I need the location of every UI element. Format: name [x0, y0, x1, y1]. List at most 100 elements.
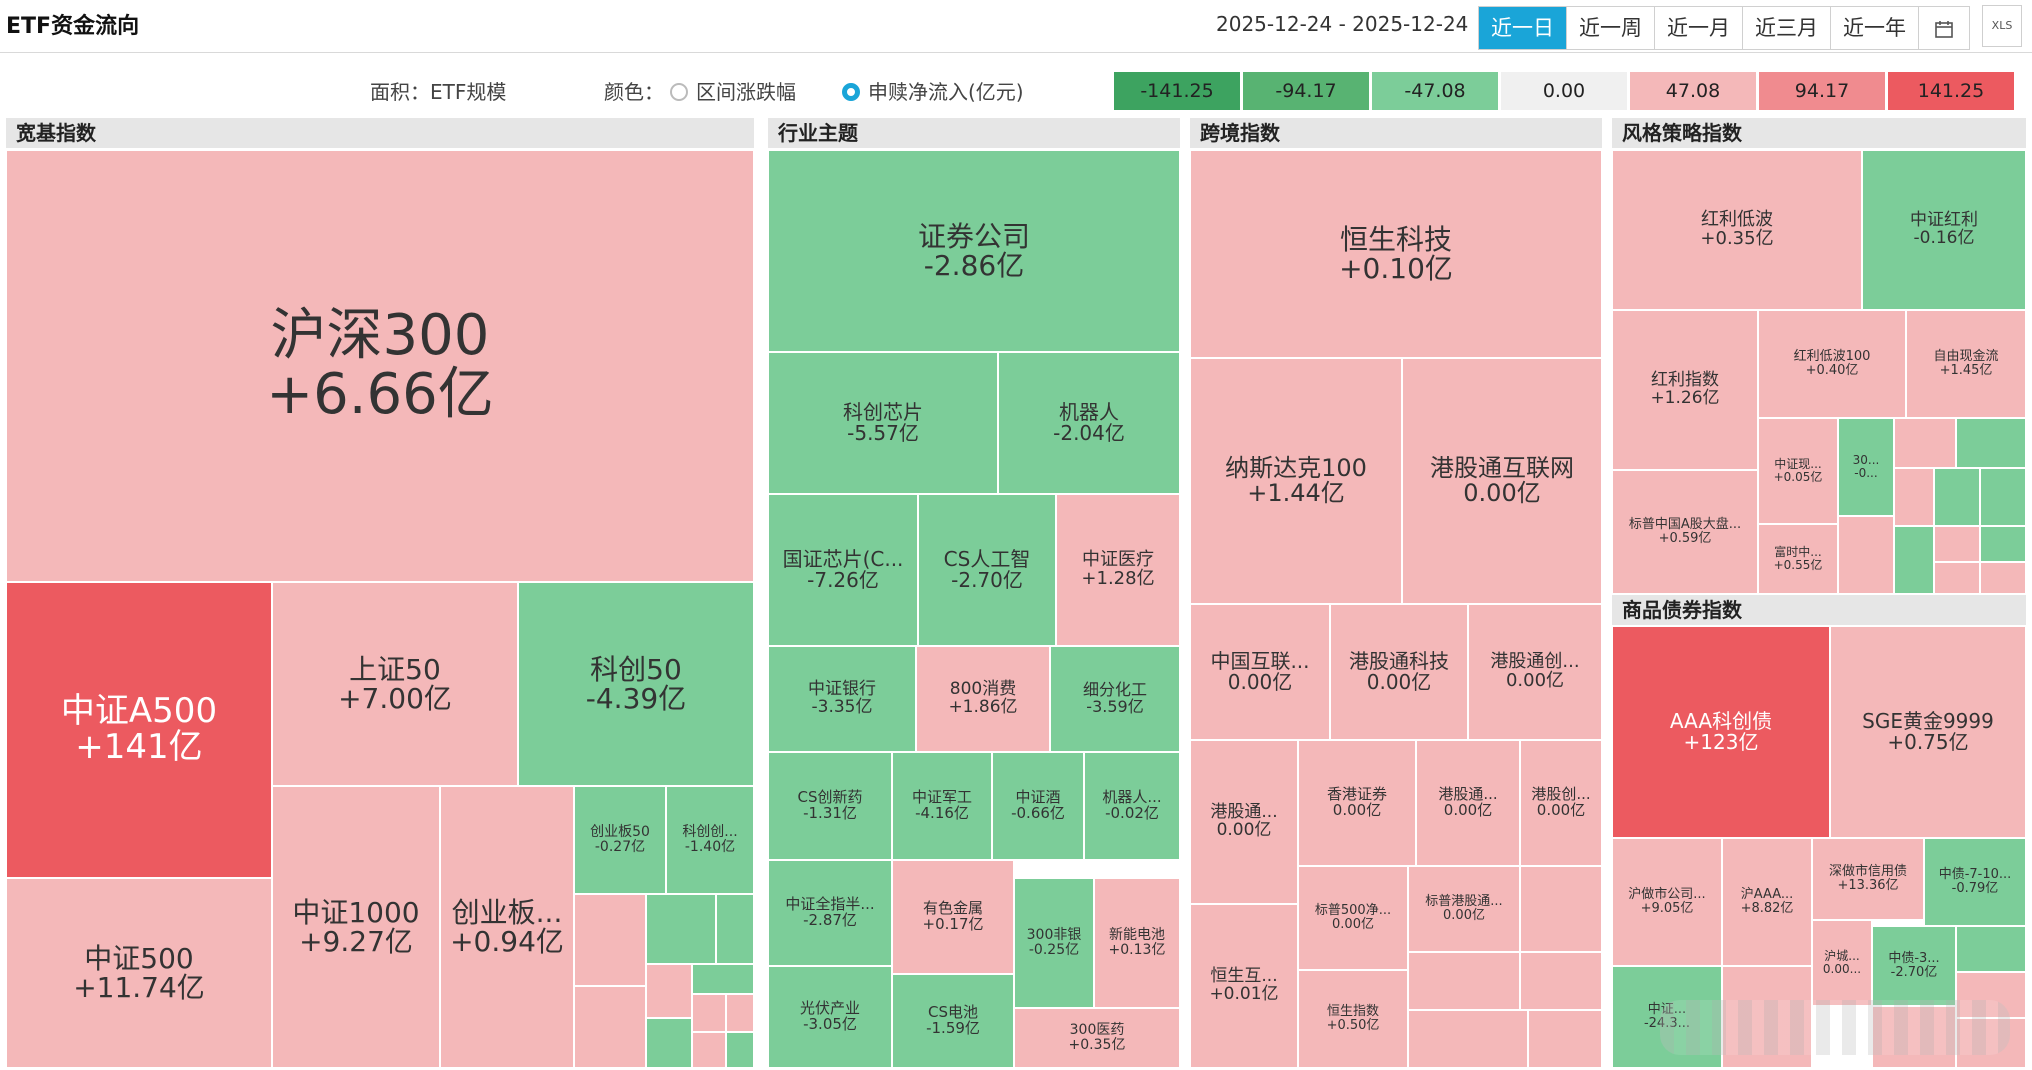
treemap-tile[interactable]: 800消费 +1.86亿	[916, 646, 1050, 752]
treemap-tile[interactable]: CS创新药 -1.31亿	[768, 752, 892, 860]
treemap-tile[interactable]	[1956, 1018, 2026, 1068]
treemap-tile[interactable]: 沪城... 0.00...	[1812, 920, 1872, 1006]
treemap-tile[interactable]: 自由现金流 +1.45亿	[1906, 310, 2026, 418]
treemap-tile[interactable]	[692, 994, 726, 1032]
treemap-tile[interactable]	[646, 1018, 692, 1068]
tab-3m[interactable]: 近三月	[1743, 7, 1831, 49]
treemap-tile[interactable]	[1872, 1006, 1956, 1068]
tab-1y[interactable]: 近一年	[1831, 7, 1919, 49]
treemap-tile[interactable]: 港股通... 0.00亿	[1190, 740, 1298, 904]
treemap-tile[interactable]: 30... -0...	[1838, 418, 1894, 516]
treemap-tile[interactable]	[1838, 516, 1894, 594]
treemap-tile[interactable]: CS电池 -1.59亿	[892, 974, 1014, 1068]
treemap-tile[interactable]: 港股通科技 0.00亿	[1330, 604, 1468, 740]
treemap-tile[interactable]: 300非银 -0.25亿	[1014, 878, 1094, 1008]
treemap-tile[interactable]: 沪深300 +6.66亿	[6, 150, 754, 582]
treemap-tile[interactable]	[1520, 866, 1602, 952]
treemap-tile[interactable]	[1980, 468, 2026, 526]
treemap-tile[interactable]: 300医药 +0.35亿	[1014, 1008, 1180, 1068]
treemap-tile[interactable]: 中证军工 -4.16亿	[892, 752, 992, 860]
treemap-tile[interactable]: 红利低波 +0.35亿	[1612, 150, 1862, 310]
treemap-tile[interactable]: 港股通... 0.00亿	[1416, 740, 1520, 866]
treemap-tile[interactable]	[692, 964, 754, 994]
treemap-tile[interactable]: 中证...-24.3...	[1612, 966, 1722, 1068]
treemap-tile[interactable]	[692, 1032, 726, 1068]
treemap-tile[interactable]	[646, 894, 716, 964]
xls-export-button[interactable]: XLS	[1982, 5, 2022, 47]
radio-net-flow[interactable]: 申赎净流入(亿元)	[842, 72, 1024, 112]
treemap-tile[interactable]: 中证500 +11.74亿	[6, 878, 272, 1068]
treemap-tile[interactable]: 科创50 -4.39亿	[518, 582, 754, 786]
treemap-tile[interactable]: 香港证券 0.00亿	[1298, 740, 1416, 866]
treemap-tile[interactable]	[716, 894, 754, 964]
treemap-tile[interactable]	[574, 986, 646, 1068]
treemap-tile[interactable]: 标普中国A股大盘... +0.59亿	[1612, 470, 1758, 594]
treemap-tile[interactable]: 光伏产业 -3.05亿	[768, 966, 892, 1068]
treemap-tile[interactable]: 有色金属 +0.17亿	[892, 860, 1014, 974]
treemap-tile[interactable]	[1934, 562, 1980, 594]
treemap-tile[interactable]: 恒生互... +0.01亿	[1190, 904, 1298, 1068]
treemap-tile[interactable]: 中证现... +0.05亿	[1758, 418, 1838, 524]
treemap-tile[interactable]: 港股创... 0.00亿	[1520, 740, 1602, 866]
treemap-tile[interactable]	[1934, 526, 1980, 562]
treemap-tile[interactable]: 标普500净... 0.00亿	[1298, 866, 1408, 970]
treemap-tile[interactable]	[1520, 952, 1602, 1010]
treemap-tile[interactable]: 红利低波100 +0.40亿	[1758, 310, 1906, 418]
treemap-tile[interactable]: 红利指数 +1.26亿	[1612, 310, 1758, 470]
treemap-tile[interactable]	[1408, 952, 1520, 1010]
treemap-tile[interactable]: 上证50 +7.00亿	[272, 582, 518, 786]
treemap-tile[interactable]: 深做市信用债 +13.36亿	[1812, 838, 1924, 920]
treemap-tile[interactable]: 沪AAA... +8.82亿	[1722, 838, 1812, 966]
treemap-tile[interactable]	[1528, 1010, 1602, 1068]
treemap-tile[interactable]: 科创创... -1.40亿	[666, 786, 754, 894]
treemap-tile[interactable]: CS人工智 -2.70亿	[918, 494, 1056, 646]
treemap-tile[interactable]: 港股通创... 0.00亿	[1468, 604, 1602, 740]
treemap-tile[interactable]: 中证酒 -0.66亿	[992, 752, 1084, 860]
treemap-tile[interactable]: AAA科创债 +123亿	[1612, 626, 1830, 838]
treemap-tile[interactable]: 机器人... -0.02亿	[1084, 752, 1180, 860]
tab-1m[interactable]: 近一月	[1655, 7, 1743, 49]
treemap-tile[interactable]: 标普港股通... 0.00亿	[1408, 866, 1520, 952]
treemap-tile[interactable]: 创业板... +0.94亿	[440, 786, 574, 1068]
treemap-tile[interactable]: 机器人 -2.04亿	[998, 352, 1180, 494]
treemap-tile[interactable]	[1956, 972, 2026, 1018]
treemap-tile[interactable]: 中债-7-10... -0.79亿	[1924, 838, 2026, 926]
treemap-tile[interactable]	[1894, 418, 1956, 468]
radio-price-change[interactable]: 区间涨跌幅	[670, 72, 796, 112]
treemap-tile[interactable]	[1980, 562, 2026, 594]
treemap-tile[interactable]: 新能电池 +0.13亿	[1094, 878, 1180, 1008]
treemap-tile[interactable]	[1722, 966, 1812, 1068]
treemap-tile[interactable]: 国证芯片(C... -7.26亿	[768, 494, 918, 646]
treemap-tile[interactable]: 中证A500 +141亿	[6, 582, 272, 878]
treemap-tile[interactable]: 纳斯达克100 +1.44亿	[1190, 358, 1402, 604]
treemap-tile[interactable]: 证券公司 -2.86亿	[768, 150, 1180, 352]
treemap-tile[interactable]	[726, 994, 754, 1032]
treemap-tile[interactable]: 中证红利 -0.16亿	[1862, 150, 2026, 310]
treemap-tile[interactable]: 中证医疗 +1.28亿	[1056, 494, 1180, 646]
date-range[interactable]: 2025-12-24 - 2025-12-24	[1216, 12, 1469, 36]
treemap-tile[interactable]: 港股通互联网 0.00亿	[1402, 358, 1602, 604]
treemap-tile[interactable]	[1894, 526, 1934, 594]
calendar-button[interactable]	[1919, 7, 1969, 49]
treemap-tile[interactable]: 恒生科技 +0.10亿	[1190, 150, 1602, 358]
treemap-tile[interactable]	[726, 1032, 754, 1068]
treemap-tile[interactable]	[1956, 418, 2026, 468]
treemap-tile[interactable]: 中证银行 -3.35亿	[768, 646, 916, 752]
tab-1d[interactable]: 近一日	[1479, 7, 1567, 49]
treemap-tile[interactable]	[1956, 926, 2026, 972]
treemap-tile[interactable]: 中债-3... -2.70亿	[1872, 926, 1956, 1006]
treemap-tile[interactable]: 中国互联... 0.00亿	[1190, 604, 1330, 740]
treemap-tile[interactable]: 细分化工 -3.59亿	[1050, 646, 1180, 752]
treemap-tile[interactable]: 中证1000 +9.27亿	[272, 786, 440, 1068]
tab-1w[interactable]: 近一周	[1567, 7, 1655, 49]
treemap-tile[interactable]	[1934, 468, 1980, 526]
treemap-tile[interactable]	[574, 894, 646, 986]
treemap-tile[interactable]: 科创芯片 -5.57亿	[768, 352, 998, 494]
treemap-tile[interactable]: 恒生指数 +0.50亿	[1298, 970, 1408, 1068]
treemap-tile[interactable]: 沪做市公司... +9.05亿	[1612, 838, 1722, 966]
treemap-tile[interactable]: 富时中... +0.55亿	[1758, 524, 1838, 594]
treemap-tile[interactable]	[1894, 468, 1934, 526]
treemap-tile[interactable]	[1408, 1010, 1528, 1068]
treemap-tile[interactable]: 中证全指半... -2.87亿	[768, 860, 892, 966]
treemap-tile[interactable]: SGE黄金9999 +0.75亿	[1830, 626, 2026, 838]
